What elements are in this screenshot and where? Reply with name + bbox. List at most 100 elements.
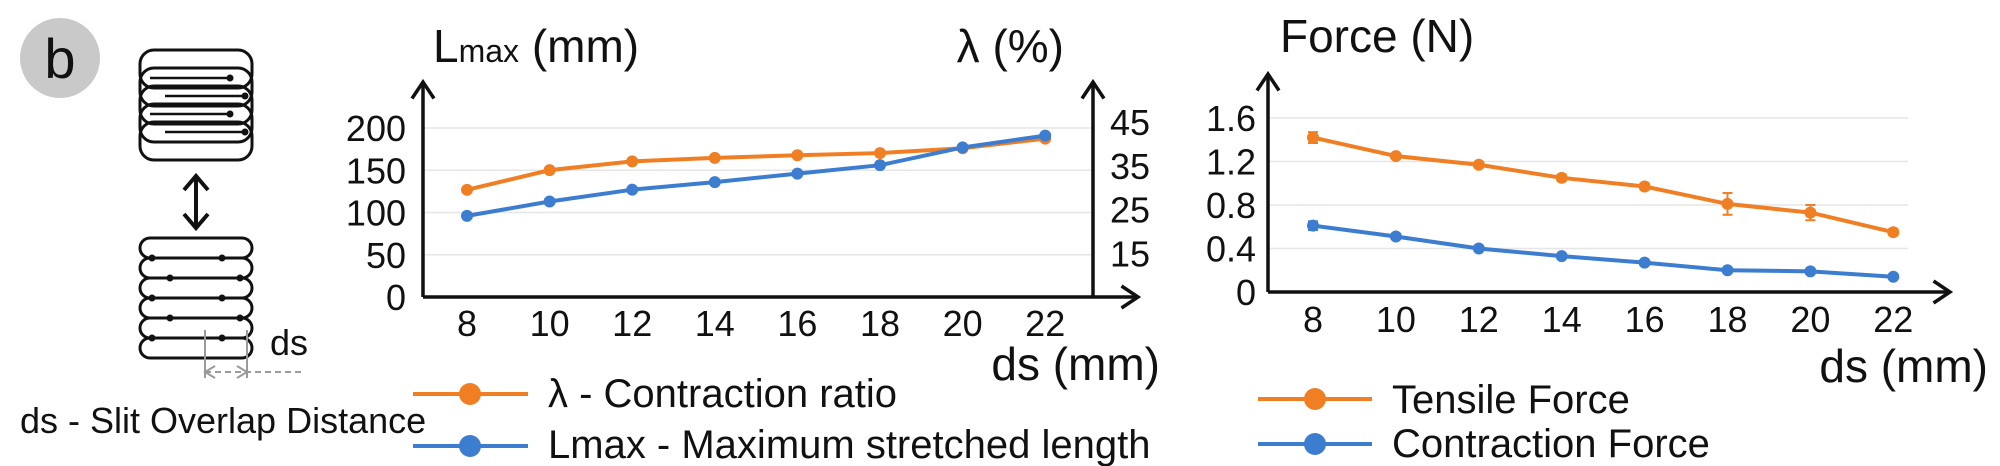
chart1-legend: λ - Contraction ratio Lmax - Maximum str… [413, 372, 1150, 466]
slit-end-dot [236, 314, 244, 322]
chart1-x-tick-label: 14 [695, 303, 735, 344]
ds-arrow-right [236, 365, 249, 379]
ds-caption: ds - Slit Overlap Distance [20, 400, 426, 441]
slit-end-dot [166, 314, 174, 322]
legend-marker-tensile [1304, 388, 1326, 410]
chart2-y-axis-arrow [1255, 70, 1281, 92]
contracted-pattern [138, 236, 254, 360]
slit-end-dot [148, 254, 156, 262]
chart2-x-axis-arrow [1932, 279, 1954, 305]
chart2-point-0 [1472, 158, 1485, 171]
legend-marker-lambda [459, 383, 481, 405]
double-arrow-icon [182, 172, 210, 232]
chart2-point-0 [1555, 171, 1568, 184]
chart2-x-tick-label: 14 [1542, 299, 1582, 340]
legend-label-tensile: Tensile Force [1392, 378, 1630, 422]
chart2-y-axis-title: Force (N) [1280, 10, 1474, 62]
slit-end-dot [236, 274, 244, 282]
ds-label: ds [270, 322, 308, 363]
stretched-loop [138, 120, 254, 162]
chart2-x-tick-label: 10 [1376, 299, 1416, 340]
chart1-point-1 [874, 159, 886, 172]
chart2-point-1 [1804, 265, 1817, 278]
chart1-x-axis-arrow [1120, 284, 1142, 310]
chart2-point-0 [1804, 206, 1817, 219]
slit-end-dot [148, 334, 156, 342]
chart1-x-axis-title: ds (mm) [991, 338, 1160, 390]
chart1-x-tick-label: 20 [943, 303, 983, 344]
chart2-series-line-1 [1312, 223, 1894, 279]
slit-end-dot [241, 128, 249, 136]
chart2-point-0 [1887, 226, 1900, 239]
chart-force: Force (N) ds (mm) 8 10 12 14 16 18 20 22 00.40.8… [1206, 10, 1988, 392]
slit-end-dot [226, 74, 234, 82]
stretched-pattern [138, 48, 254, 162]
chart1-point-1 [543, 195, 556, 208]
chart2-x-tick-label: 20 [1790, 299, 1830, 340]
chart1-right-y-axis-arrow [1080, 78, 1106, 100]
arrow-head-up [182, 172, 210, 192]
chart2-x-tick-label: 22 [1873, 299, 1913, 340]
slit-end-dot [218, 254, 226, 262]
chart2-series-line-0 [1312, 135, 1894, 235]
chart1-x-tick-label: 8 [457, 303, 477, 344]
chart1-left-tick-label: 150 [346, 150, 406, 191]
chart2-x-tick-label: 16 [1625, 299, 1665, 340]
chart2-y-tick-label: 0.8 [1206, 185, 1256, 226]
slit-schematic [138, 48, 305, 379]
chart2-point-0 [1389, 150, 1402, 163]
legend-marker-lmax [459, 435, 481, 457]
chart1-point-1 [791, 167, 804, 180]
chart1-left-tick-label: 200 [346, 108, 406, 149]
chart2-y-tick-label: 0 [1236, 272, 1256, 313]
chart1-x-tick-label: 22 [1025, 303, 1065, 344]
panel-badge-circle [20, 18, 100, 98]
chart2-x-axis-title: ds (mm) [1819, 340, 1988, 392]
chart2-point-1 [1721, 264, 1734, 277]
chart1-point-0 [626, 155, 639, 168]
stretched-loop [138, 66, 254, 108]
chart2-legend: Tensile Force Contraction Force [1258, 378, 1710, 466]
slit-end-dot [226, 110, 234, 118]
chart1-point-1 [1039, 129, 1052, 142]
chart1-left-tick-label: 100 [346, 193, 406, 234]
panel-label: b [44, 27, 75, 90]
chart1-left-tick-label: 50 [366, 235, 406, 276]
chart1-point-1 [708, 176, 721, 189]
contracted-loop [138, 236, 254, 260]
chart1-right-tick-label: 15 [1110, 233, 1150, 274]
chart1-right-tick-label: 35 [1110, 146, 1150, 187]
chart2-point-1 [1555, 250, 1568, 263]
legend-label-contraction: Contraction Force [1392, 422, 1710, 466]
chart2-y-tick-label: 1.6 [1206, 98, 1256, 139]
chart1-x-tick-label: 16 [777, 303, 817, 344]
chart1-point-1 [461, 209, 473, 222]
ds-arrow-left [203, 365, 216, 379]
chart2-point-1 [1307, 219, 1319, 232]
chart1-point-0 [461, 183, 473, 196]
chart1-point-0 [874, 147, 886, 160]
legend-label-lmax: Lmax - Maximum stretched length [548, 423, 1150, 466]
contracted-loop [138, 316, 254, 340]
chart1-point-0 [708, 151, 721, 164]
slit-end-dot [166, 274, 174, 282]
chart2-point-1 [1389, 230, 1402, 243]
chart1-right-tick-label: 25 [1110, 190, 1150, 231]
stretched-loop [138, 84, 254, 126]
panel-badge: b [20, 18, 100, 98]
chart1-left-y-axis-arrow [410, 78, 436, 100]
slit-end-dot [218, 334, 226, 342]
chart2-y-tick-label: 0.4 [1206, 229, 1256, 270]
chart2-point-1 [1638, 256, 1651, 269]
stretched-loop [138, 48, 254, 90]
chart2-point-1 [1887, 270, 1900, 283]
chart2-point-0 [1307, 131, 1319, 144]
chart2-x-tick-label: 12 [1459, 299, 1499, 340]
chart2-x-tick-label: 8 [1303, 299, 1323, 340]
legend-label-lambda: λ - Contraction ratio [548, 372, 897, 416]
ds-dimension [203, 330, 305, 379]
chart1-x-tick-label: 12 [612, 303, 652, 344]
stretched-loop [138, 102, 254, 144]
chart1-right-axis-title: λ (%) [957, 20, 1064, 72]
